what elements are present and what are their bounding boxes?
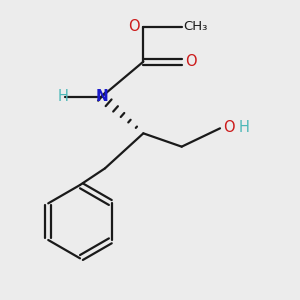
Text: O: O xyxy=(128,19,140,34)
Text: N: N xyxy=(95,89,108,104)
Text: O: O xyxy=(224,120,235,135)
Text: O: O xyxy=(185,54,197,69)
Text: H: H xyxy=(238,120,249,135)
Text: H: H xyxy=(58,89,69,104)
Text: CH₃: CH₃ xyxy=(184,20,208,32)
